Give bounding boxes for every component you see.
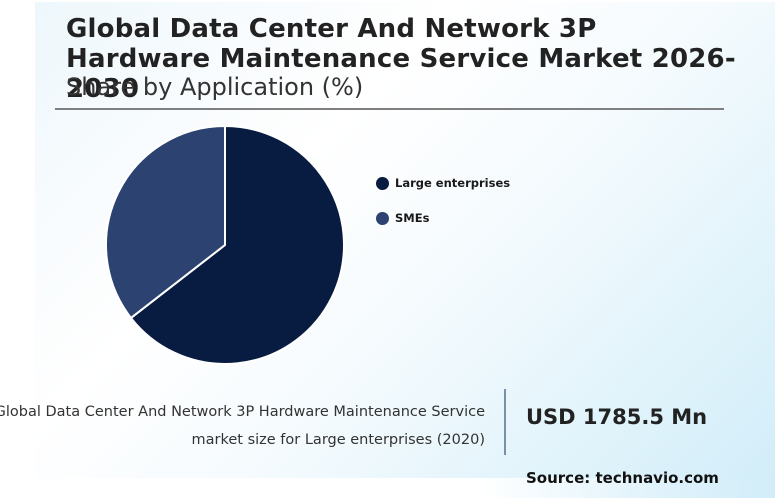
chart-title: Global Data Center And Network 3P Hardwa… [66,14,736,104]
legend-dot-large-enterprises [376,176,389,190]
market-size-caption: Global Data Center And Network 3P Hardwa… [0,398,485,454]
legend: Large enterprises SMEs [376,175,510,245]
pie-slice-large-enterprises [129,125,345,365]
legend-label: Large enterprises [395,176,511,190]
background-panel-bottom [35,478,775,498]
caption-line-1: Global Data Center And Network 3P Hardwa… [0,404,485,420]
market-size-value: USD 1785.5 Mn [526,405,708,429]
caption-line-2: market size for Large enterprises (2020) [191,432,485,448]
legend-dot-smes [376,211,389,225]
title-rule [55,108,724,110]
pie-slices [105,125,345,365]
vertical-divider [504,389,506,455]
pie-chart [105,125,345,365]
source-label: Source: technavio.com [526,469,719,487]
legend-item-smes: SMEs [376,210,510,226]
chart-subtitle: Share by Application (%) [66,73,364,101]
legend-item-large-enterprises: Large enterprises [376,175,510,191]
legend-label: SMEs [395,211,430,225]
pie-slice-smes [105,125,226,319]
